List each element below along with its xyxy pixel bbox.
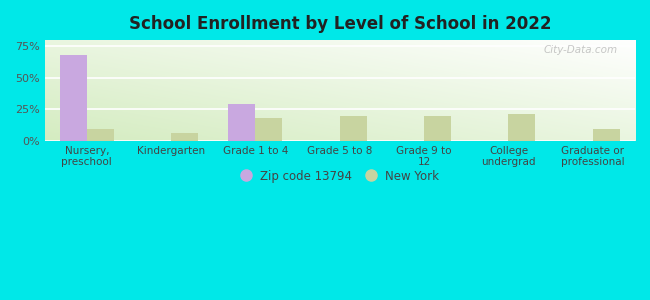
Legend: Zip code 13794, New York: Zip code 13794, New York [236,165,443,187]
Title: School Enrollment by Level of School in 2022: School Enrollment by Level of School in … [129,15,551,33]
Bar [508,114,536,141]
Bar [340,116,367,141]
Bar [171,133,198,141]
Bar [255,118,283,141]
Bar [424,116,451,141]
Bar [60,55,87,141]
Text: City-Data.com: City-Data.com [543,45,618,55]
Bar [593,130,620,141]
Bar [229,104,255,141]
Bar [87,130,114,141]
